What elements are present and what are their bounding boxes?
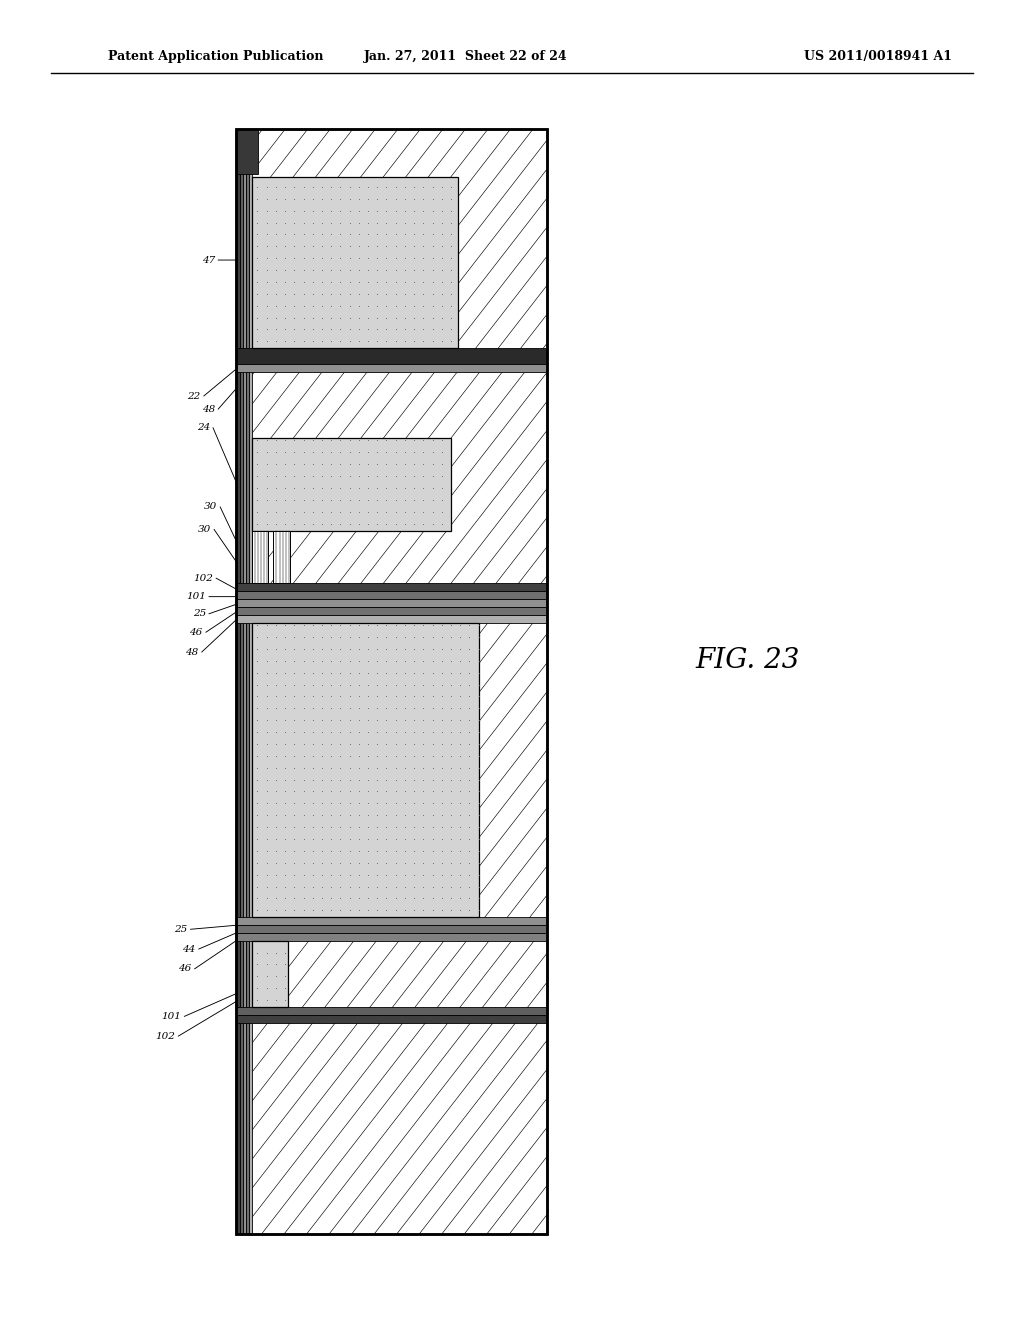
- Text: 46: 46: [178, 965, 191, 973]
- Bar: [236, 129, 547, 1234]
- Bar: [249, 129, 252, 1234]
- Bar: [236, 129, 240, 1234]
- Bar: [252, 623, 479, 917]
- Bar: [236, 129, 547, 1234]
- Bar: [273, 531, 290, 583]
- Text: Jan. 27, 2011  Sheet 22 of 24: Jan. 27, 2011 Sheet 22 of 24: [365, 50, 567, 63]
- Bar: [252, 438, 451, 531]
- Text: US 2011/0018941 A1: US 2011/0018941 A1: [804, 50, 952, 63]
- Bar: [243, 129, 246, 1234]
- Text: Patent Application Publication: Patent Application Publication: [108, 50, 323, 63]
- Text: 44: 44: [182, 945, 196, 953]
- Text: 102: 102: [156, 1032, 175, 1040]
- Text: 46: 46: [189, 628, 203, 636]
- Bar: [236, 591, 547, 599]
- Text: 25: 25: [193, 610, 206, 618]
- Bar: [236, 917, 547, 925]
- Bar: [252, 177, 458, 348]
- Text: 24: 24: [197, 424, 210, 432]
- Bar: [236, 607, 547, 615]
- Bar: [236, 129, 547, 1234]
- Text: 22: 22: [187, 392, 201, 400]
- Bar: [236, 925, 547, 933]
- Text: 30: 30: [204, 503, 217, 511]
- Text: 48: 48: [185, 648, 199, 656]
- Bar: [240, 129, 243, 1234]
- Bar: [236, 615, 547, 623]
- Bar: [236, 364, 547, 372]
- Bar: [246, 129, 249, 1234]
- Bar: [236, 1015, 547, 1023]
- Text: 102: 102: [194, 574, 213, 582]
- Bar: [252, 941, 288, 1007]
- Bar: [236, 348, 547, 364]
- Text: 30: 30: [198, 525, 211, 533]
- Bar: [236, 129, 258, 174]
- Text: FIG. 23: FIG. 23: [695, 647, 800, 673]
- Text: 101: 101: [162, 1012, 181, 1020]
- Text: 48: 48: [202, 405, 215, 413]
- Text: 47: 47: [202, 256, 215, 264]
- Bar: [236, 933, 547, 941]
- Text: 101: 101: [186, 593, 206, 601]
- Text: 25: 25: [174, 925, 187, 933]
- Bar: [236, 1007, 547, 1015]
- Bar: [236, 599, 547, 607]
- Bar: [252, 531, 268, 583]
- Bar: [236, 583, 547, 591]
